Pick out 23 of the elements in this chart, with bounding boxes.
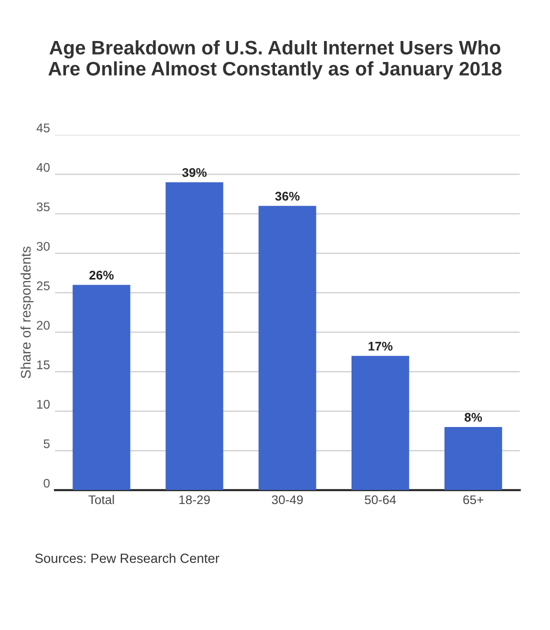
- x-tick-label: 65+: [463, 495, 484, 504]
- x-tick-label: 50-64: [364, 495, 396, 504]
- y-tick-label: 30: [36, 242, 50, 251]
- y-axis-title: Share of respondents: [20, 246, 34, 378]
- data-label: 39%: [182, 168, 207, 177]
- y-tick-label: 35: [36, 202, 50, 212]
- y-tick-label: 40: [36, 162, 50, 172]
- y-tick-label: 10: [37, 400, 50, 409]
- source-note: Sources: Pew Research Center: [35, 553, 220, 563]
- x-tick-label: Total: [88, 495, 114, 504]
- x-tick-label: 18-29: [179, 495, 210, 504]
- y-tick-label: 15: [37, 360, 50, 370]
- chart-title: Age Breakdown of U.S. Adult Internet Users Who Are Online Almost Constantly as of January 2018: [48, 40, 502, 80]
- data-label: 8%: [464, 412, 482, 422]
- y-tick-label: 25: [36, 281, 50, 290]
- y-tick-label: 20: [36, 320, 50, 330]
- x-tick-label: 30-49: [272, 495, 303, 504]
- y-tick-label: 0: [44, 478, 50, 488]
- y-tick-label: 5: [44, 439, 50, 448]
- y-tick-label: 45: [36, 124, 50, 132]
- data-label: 17%: [368, 342, 393, 351]
- data-label: 26%: [89, 270, 114, 280]
- data-label: 36%: [275, 192, 300, 201]
